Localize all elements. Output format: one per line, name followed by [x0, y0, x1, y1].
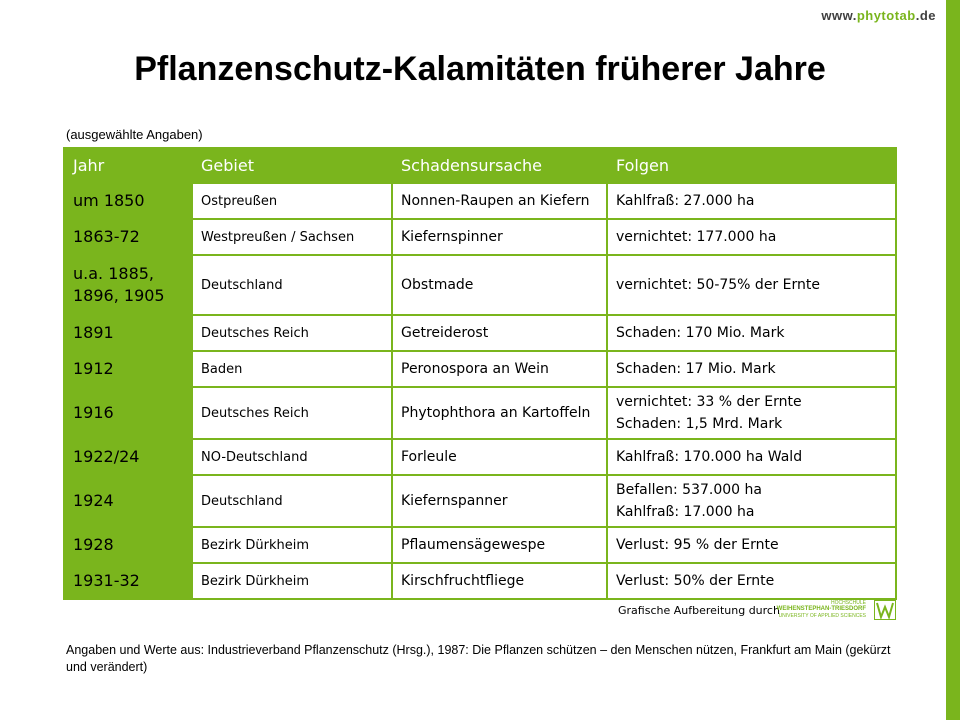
cell-gebiet: Bezirk Dürkheim	[191, 562, 393, 600]
cell-jahr-line: 1891	[73, 323, 114, 342]
cell-folgen: Verlust: 50% der Ernte	[606, 562, 897, 600]
site-url-suffix: .de	[915, 8, 936, 23]
cell-jahr: 1928	[63, 526, 193, 564]
cell-jahr: 1922/24	[63, 438, 193, 476]
cell-jahr-line: 1922/24	[73, 447, 140, 466]
cell-schadensursache: Kiefernspinner	[391, 218, 608, 256]
table-row: 1928 Bezirk Dürkheim Pflaumensägewespe Verl…	[63, 526, 897, 564]
cell-schadensursache: Phytophthora an Kartoffeln	[391, 386, 608, 440]
header-folgen: Folgen	[606, 147, 897, 184]
cell-jahr: 1912	[63, 350, 193, 388]
cell-gebiet: NO-Deutschland	[191, 438, 393, 476]
credit-text: Grafische Aufbereitung durch	[618, 604, 780, 617]
cell-folgen-line: Kahlfraß: 170.000 ha Wald	[616, 449, 803, 465]
cell-folgen: Kahlfraß: 27.000 ha	[606, 182, 897, 220]
cell-gebiet: Bezirk Dürkheim	[191, 526, 393, 564]
cell-schadensursache: Forleule	[391, 438, 608, 476]
cell-folgen-line: vernichtet: 33 % der Ernte	[616, 394, 802, 410]
cell-jahr: 1924	[63, 474, 193, 528]
cell-jahr-line: 1931-32	[73, 571, 140, 590]
cell-schadensursache: Pflaumensägewespe	[391, 526, 608, 564]
cell-jahr-line: um 1850	[73, 191, 145, 210]
cell-jahr: 1863-72	[63, 218, 193, 256]
cell-folgen: Befallen: 537.000 ha Kahlfraß: 17.000 ha	[606, 474, 897, 528]
cell-jahr-line: 1928	[73, 535, 114, 554]
cell-gebiet: Ostpreußen	[191, 182, 393, 220]
cell-gebiet: Deutsches Reich	[191, 314, 393, 352]
hochschule-logo: HOCHSCHULE WEIHENSTEPHAN-TRIESDORF UNIVE…	[777, 600, 896, 622]
cell-folgen: vernichtet: 50-75% der Ernte	[606, 254, 897, 316]
cell-schadensursache: Kiefernspanner	[391, 474, 608, 528]
page-title: Pflanzenschutz-Kalamitäten früherer Jahr…	[134, 50, 826, 88]
cell-folgen-line: Schaden: 1,5 Mrd. Mark	[616, 416, 783, 432]
cell-gebiet: Deutsches Reich	[191, 386, 393, 440]
cell-folgen-line: Kahlfraß: 27.000 ha	[616, 193, 755, 209]
cell-jahr-line: 1912	[73, 359, 114, 378]
page-subtitle: (ausgewählte Angaben)	[66, 127, 203, 142]
source-note: Angaben und Werte aus: Industrieverband …	[66, 643, 891, 674]
logo-line-2: WEIHENSTEPHAN-TRIESDORF	[776, 606, 866, 612]
cell-folgen-line: Kahlfraß: 17.000 ha	[616, 504, 755, 520]
cell-jahr: 1916	[63, 386, 193, 440]
logo-line-1: HOCHSCHULE	[830, 600, 866, 606]
cell-jahr: um 1850	[63, 182, 193, 220]
cell-folgen-line: Befallen: 537.000 ha	[616, 482, 762, 498]
cell-folgen-line: Schaden: 170 Mio. Mark	[616, 325, 785, 341]
cell-schadensursache: Kirschfruchtfliege	[391, 562, 608, 600]
cell-jahr: 1931-32	[63, 562, 193, 600]
cell-gebiet: Westpreußen / Sachsen	[191, 218, 393, 256]
cell-folgen-line: vernichtet: 177.000 ha	[616, 229, 777, 245]
hochschule-emblem-icon	[874, 600, 896, 620]
header-jahr: Jahr	[63, 147, 193, 184]
table-body: um 1850 Ostpreußen Nonnen-Raupen an Kiefer…	[63, 182, 897, 600]
cell-gebiet: Baden	[191, 350, 393, 388]
header-schadensursache: Schadensursache	[391, 147, 608, 184]
cell-jahr: 1891	[63, 314, 193, 352]
cell-folgen-line: Verlust: 95 % der Ernte	[616, 537, 779, 553]
cell-folgen-line: Schaden: 17 Mio. Mark	[616, 361, 776, 377]
cell-jahr-line: 1916	[73, 403, 114, 422]
cell-jahr-line: u.a. 1885,	[73, 264, 155, 283]
header-gebiet: Gebiet	[191, 147, 393, 184]
table-row: 1916 Deutsches Reich Phytophthora an Karto…	[63, 386, 897, 440]
cell-folgen: Schaden: 170 Mio. Mark	[606, 314, 897, 352]
cell-schadensursache: Obstmade	[391, 254, 608, 316]
cell-jahr-line: 1924	[73, 491, 114, 510]
cell-schadensursache: Nonnen-Raupen an Kiefern	[391, 182, 608, 220]
cell-folgen-line: vernichtet: 50-75% der Ernte	[616, 277, 820, 293]
cell-jahr-line: 1896, 1905	[73, 286, 165, 305]
cell-schadensursache: Getreiderost	[391, 314, 608, 352]
cell-gebiet: Deutschland	[191, 254, 393, 316]
table-row: 1924 Deutschland Kiefernspanner Befallen: 5…	[63, 474, 897, 528]
cell-folgen: Kahlfraß: 170.000 ha Wald	[606, 438, 897, 476]
table-row: 1931-32 Bezirk Dürkheim Kirschfruchtfliege…	[63, 562, 897, 600]
right-accent-bar	[946, 0, 960, 720]
logo-line-3: UNIVERSITY OF APPLIED SCIENCES	[778, 613, 866, 619]
table-header-row: Jahr Gebiet Schadensursache Folgen	[63, 147, 897, 184]
cell-folgen: Schaden: 17 Mio. Mark	[606, 350, 897, 388]
table-row: 1922/24 NO-Deutschland Forleule Kahlfraß: 1…	[63, 438, 897, 476]
cell-folgen: vernichtet: 33 % der Ernte Schaden: 1,5 M…	[606, 386, 897, 440]
cell-folgen-line: Verlust: 50% der Ernte	[616, 573, 775, 589]
cell-jahr-line: 1863-72	[73, 227, 140, 246]
table-row: um 1850 Ostpreußen Nonnen-Raupen an Kiefer…	[63, 182, 897, 220]
cell-schadensursache: Peronospora an Wein	[391, 350, 608, 388]
site-url-prefix: www.	[821, 8, 857, 23]
cell-gebiet: Deutschland	[191, 474, 393, 528]
table-row: u.a. 1885, 1896, 1905 Deutschland Obstmade v…	[63, 254, 897, 316]
site-url[interactable]: www.phytotab.de	[821, 8, 936, 23]
calamities-table: Jahr Gebiet Schadensursache Folgen um 18…	[63, 147, 897, 600]
site-url-name: phytotab	[856, 8, 916, 23]
table-row: 1891 Deutsches Reich Getreiderost Schaden: …	[63, 314, 897, 352]
cell-folgen: vernichtet: 177.000 ha	[606, 218, 897, 256]
table-row: 1912 Baden Peronospora an Wein Schaden: 17 …	[63, 350, 897, 388]
cell-folgen: Verlust: 95 % der Ernte	[606, 526, 897, 564]
cell-jahr: u.a. 1885, 1896, 1905	[63, 254, 193, 316]
table-row: 1863-72 Westpreußen / Sachsen Kiefernspinn…	[63, 218, 897, 256]
